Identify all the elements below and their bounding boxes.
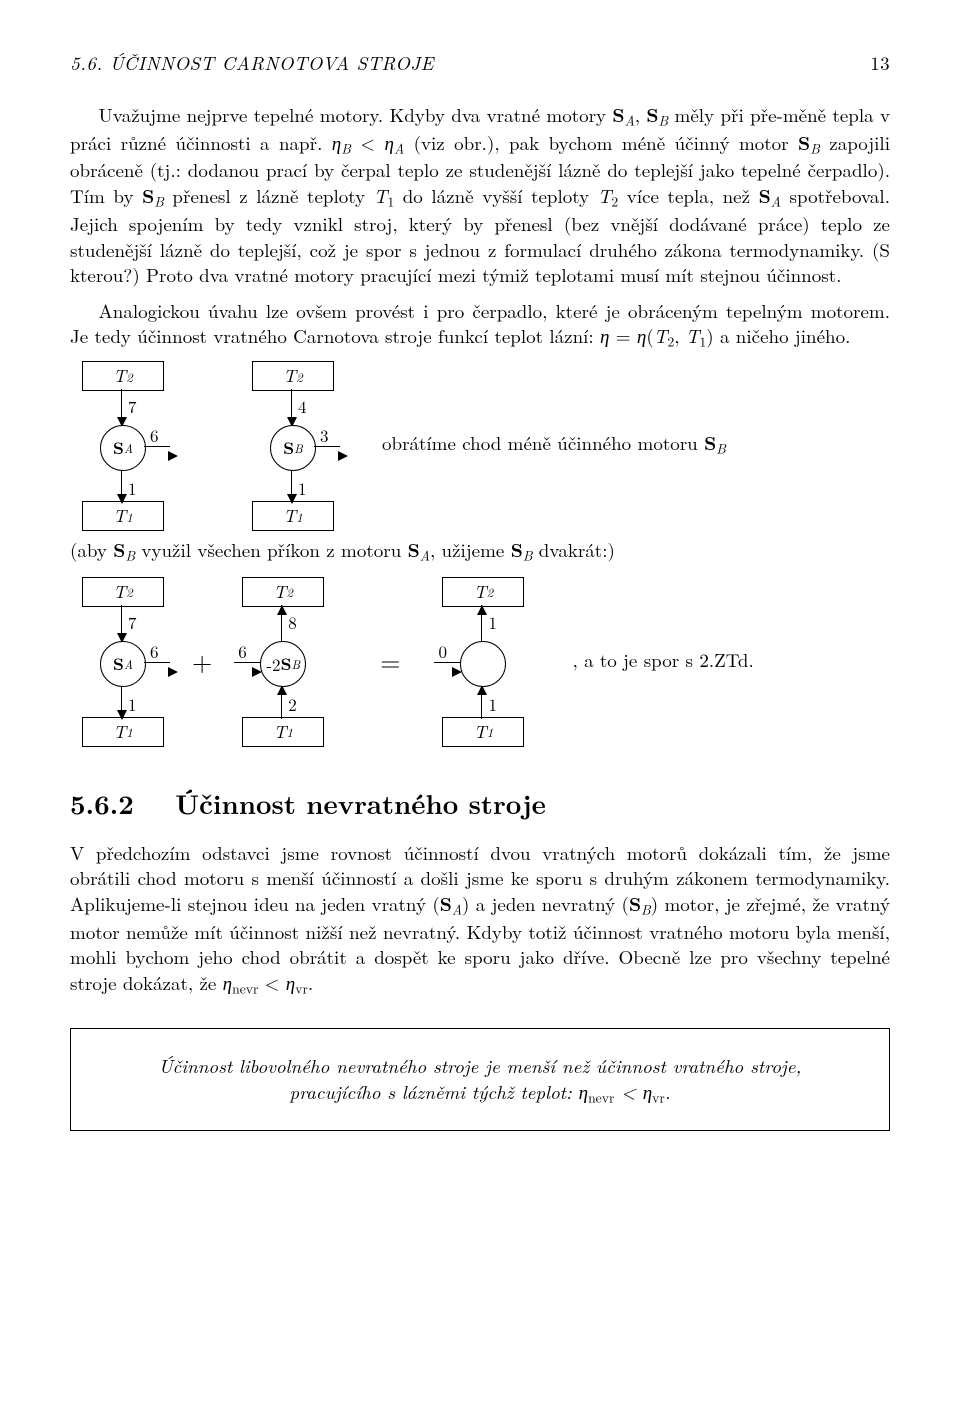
section-title: Účinnost nevratného stroje	[175, 783, 546, 822]
heat-top-value: 4	[298, 395, 307, 418]
paragraph-3: V předchozím odstavci jsme rovnost účinn…	[70, 840, 890, 998]
heat-top-value: 7	[128, 395, 137, 418]
heat-top-value: 1	[488, 611, 497, 634]
heat-top-value: 8	[288, 611, 297, 634]
running-header: 5.6. ÚČINNOST CARNOTOVA STROJE 13	[70, 50, 890, 76]
header-section: 5.6. ÚČINNOST CARNOTOVA STROJE	[70, 50, 434, 76]
engine-circle: SA	[100, 641, 146, 687]
arrow-down-icon	[117, 494, 127, 504]
arrow-right-icon	[168, 441, 178, 467]
work-value: 0	[438, 640, 447, 663]
section-number: 5.6.2	[70, 783, 134, 822]
reservoir-top: T2	[442, 577, 524, 607]
arrow-up-icon	[277, 605, 287, 615]
reservoir-top: T2	[252, 361, 334, 391]
paragraph-1: Uvažujme nejprve tepelné motory. Kdyby d…	[70, 102, 890, 288]
reservoir-bottom: T1	[82, 717, 164, 747]
heat-bottom-value: 1	[298, 477, 307, 500]
reservoir-top: T2	[82, 577, 164, 607]
engine-SB: T2 T1 SB 4 1 3	[240, 361, 360, 531]
reservoir-top: T2	[82, 361, 164, 391]
heat-bottom-value: 2	[288, 693, 297, 716]
engine-circle: SA	[100, 425, 146, 471]
work-value: 6	[150, 424, 159, 447]
eq-op: =	[350, 643, 430, 678]
arrow-down-icon	[117, 710, 127, 720]
heat-bottom-value: 1	[128, 477, 137, 500]
work-value: 6	[150, 640, 159, 663]
boxed-statement: Účinnost libovolného nevratného stroje j…	[70, 1028, 890, 1132]
arrow-right-icon	[338, 441, 348, 467]
reservoir-bottom: T1	[252, 501, 334, 531]
row1-caption: obrátíme chod méně účinného motoru SB	[382, 430, 726, 458]
engine-SA-2: T2 T1 SA 7 1 6	[70, 577, 190, 747]
row2-caption: , a to je spor s 2.ZTd.	[572, 647, 753, 673]
plus-op: +	[190, 643, 230, 678]
engine-circle: -2SB	[260, 641, 306, 687]
engine-result: T2T1110	[430, 577, 550, 747]
heat-top-value: 7	[128, 611, 137, 634]
paragraph-2: Analogickou úvahu lze ovšem provést i pr…	[70, 298, 890, 352]
engine-neg2SB: T2 T1 -2SB 8 2 6	[230, 577, 350, 747]
section-heading: 5.6.2 Účinnost nevratného stroje	[70, 785, 890, 821]
reservoir-bottom: T1	[82, 501, 164, 531]
engine-SA: T2 T1 SA 7 1 6	[70, 361, 190, 531]
reservoir-bottom: T1	[442, 717, 524, 747]
arrow-down-icon	[287, 494, 297, 504]
engine-row-2: T2T1SA716 + T2T1-2SB826 = T2T1110 , a to…	[70, 577, 890, 747]
arrow-right-icon	[252, 657, 262, 683]
between-text: (aby SB využil všechen příkon z motoru S…	[70, 537, 890, 565]
heat-bottom-value: 1	[488, 693, 497, 716]
engine-circle	[460, 641, 506, 687]
reservoir-bottom: T1	[242, 717, 324, 747]
engine-circle: SB	[270, 425, 316, 471]
reservoir-top: T2	[242, 577, 324, 607]
engine-row-1: T2 T1 SA 7 1 6 T2 T1 SB 4 1 3 obrátíme chod méně ú…	[70, 361, 890, 531]
arrow-right-icon	[168, 657, 178, 683]
arrow-up-icon	[477, 605, 487, 615]
arrow-right-icon	[452, 657, 462, 683]
header-page: 13	[870, 50, 890, 76]
work-value: 6	[238, 640, 247, 663]
heat-bottom-value: 1	[128, 693, 137, 716]
work-value: 3	[320, 424, 329, 447]
